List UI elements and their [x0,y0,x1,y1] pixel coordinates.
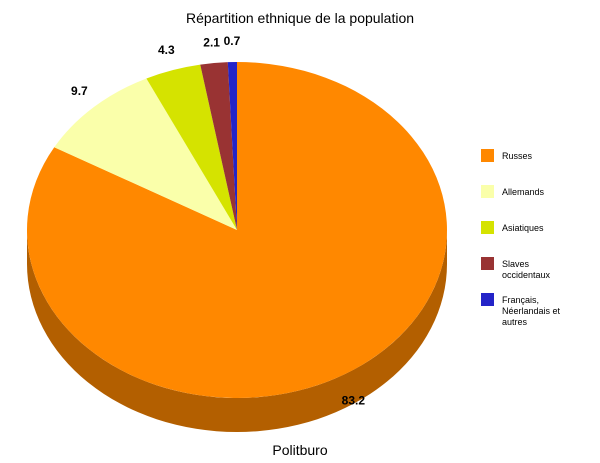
data-label: 4.3 [158,43,175,57]
x-axis-label: Politburo [272,442,327,458]
legend-label: Slaves occidentaux [502,259,551,280]
legend-swatch [481,149,494,162]
slice [200,62,237,230]
data-label: 2.1 [203,35,220,49]
data-label: 83.2 [342,394,366,408]
data-label: 9.7 [71,84,88,98]
legend-swatch [481,257,494,270]
slice [227,62,237,230]
legend-label: Français, Néerlandais et autres [502,295,561,327]
legend-swatch [481,293,494,306]
legend-label: Allemands [502,187,545,197]
slice-side [27,230,447,432]
legend-swatch [481,221,494,234]
chart-title: Répartition ethnique de la population [186,10,414,26]
slice [54,78,237,230]
slice [146,64,237,230]
legend-swatch [481,185,494,198]
legend-label: Asiatiques [502,223,544,233]
slice [26,62,447,398]
legend-label: Russes [502,151,533,161]
data-label: 0.7 [224,34,241,48]
